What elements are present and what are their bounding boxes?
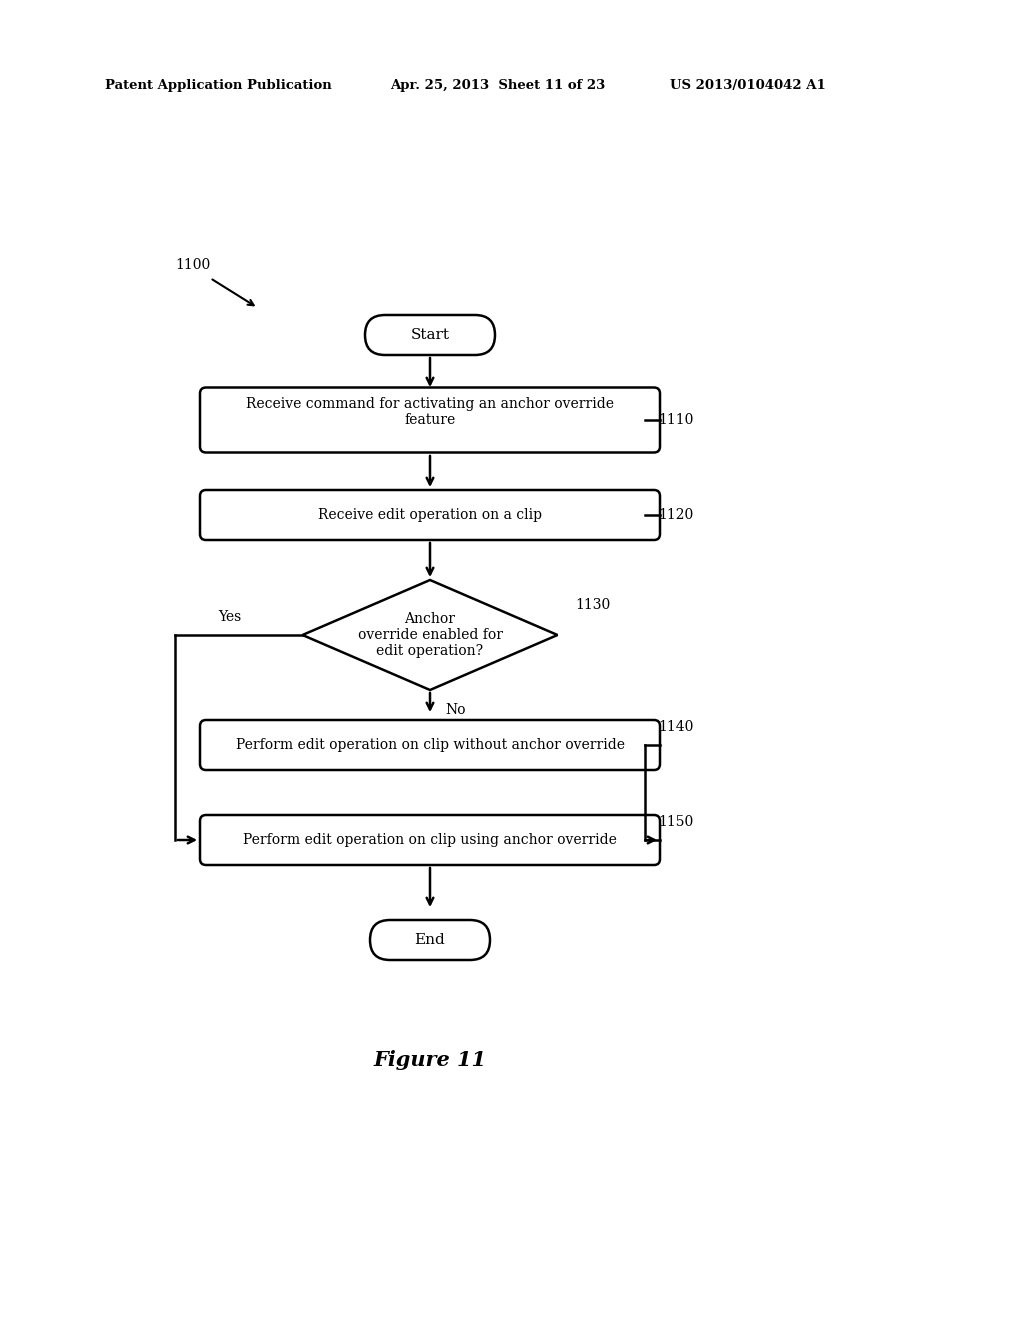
Text: Receive command for activating an anchor override
feature: Receive command for activating an anchor… bbox=[246, 397, 614, 428]
Text: Figure 11: Figure 11 bbox=[374, 1049, 486, 1071]
Text: Anchor
override enabled for
edit operation?: Anchor override enabled for edit operati… bbox=[357, 611, 503, 659]
Text: Perform edit operation on clip using anchor override: Perform edit operation on clip using anc… bbox=[243, 833, 616, 847]
FancyBboxPatch shape bbox=[200, 388, 660, 453]
Text: 1120: 1120 bbox=[658, 508, 693, 521]
Text: Patent Application Publication: Patent Application Publication bbox=[105, 78, 332, 91]
Text: 1130: 1130 bbox=[575, 598, 610, 612]
Text: US 2013/0104042 A1: US 2013/0104042 A1 bbox=[670, 78, 825, 91]
FancyBboxPatch shape bbox=[370, 920, 490, 960]
Text: Yes: Yes bbox=[218, 610, 242, 624]
Text: 1110: 1110 bbox=[658, 413, 693, 426]
Polygon shape bbox=[302, 579, 557, 690]
Text: No: No bbox=[445, 704, 466, 717]
Text: End: End bbox=[415, 933, 445, 946]
FancyBboxPatch shape bbox=[200, 814, 660, 865]
FancyBboxPatch shape bbox=[200, 719, 660, 770]
Text: 1100: 1100 bbox=[175, 257, 210, 272]
Text: Start: Start bbox=[411, 327, 450, 342]
Text: Receive edit operation on a clip: Receive edit operation on a clip bbox=[318, 508, 542, 521]
FancyBboxPatch shape bbox=[200, 490, 660, 540]
Text: Apr. 25, 2013  Sheet 11 of 23: Apr. 25, 2013 Sheet 11 of 23 bbox=[390, 78, 605, 91]
Text: 1150: 1150 bbox=[658, 814, 693, 829]
FancyBboxPatch shape bbox=[365, 315, 495, 355]
Text: 1140: 1140 bbox=[658, 719, 693, 734]
Text: Perform edit operation on clip without anchor override: Perform edit operation on clip without a… bbox=[236, 738, 625, 752]
